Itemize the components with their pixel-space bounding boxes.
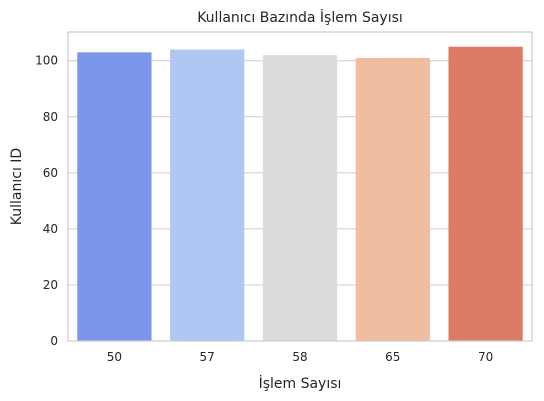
y-tick-label: 80 [43,110,58,124]
x-tick-labels: 50 57 58 65 70 [107,350,493,364]
y-tick-labels: 0 20 40 60 80 100 [35,54,58,348]
bar-70 [448,46,523,341]
y-tick-label: 40 [43,222,58,236]
bar-50 [77,52,152,341]
bar-65 [355,57,430,341]
y-axis-label: Kullanıcı ID [9,148,25,225]
x-tick-label: 58 [292,350,307,364]
plot-frame [67,31,533,342]
bar-58 [262,55,338,342]
chart-title: Kullanıcı Bazında İşlem Sayısı [197,8,403,26]
y-tick-label: 60 [43,166,58,180]
bar-57 [170,49,245,342]
y-tick-label: 100 [35,54,58,68]
y-tick-label: 0 [50,334,58,348]
x-tick-label: 50 [107,350,122,364]
x-tick-label: 57 [200,350,215,364]
x-tick-label: 70 [478,350,493,364]
y-tick-label: 20 [43,278,58,292]
x-axis-label: İşlem Sayısı [259,374,342,392]
x-tick-label: 65 [385,350,400,364]
plot-border [67,31,533,342]
bars [77,46,523,342]
